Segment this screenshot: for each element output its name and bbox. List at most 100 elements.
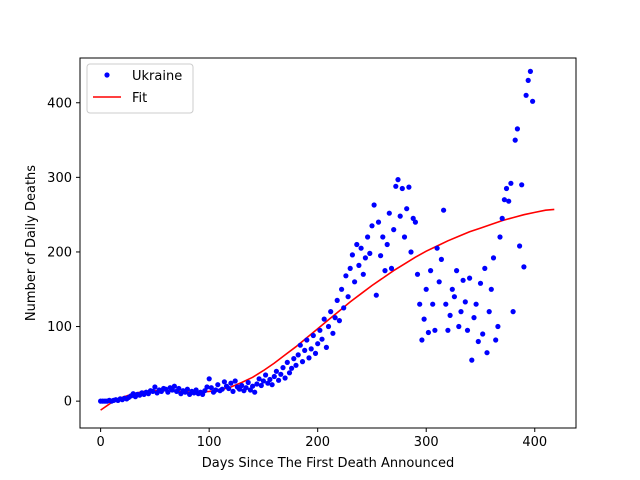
data-point (152, 384, 158, 390)
data-point (367, 250, 373, 256)
y-axis-label: Number of Daily Deaths (24, 165, 39, 321)
y-tick-label: 400 (47, 96, 72, 111)
data-point (421, 316, 427, 322)
data-point (250, 383, 256, 389)
data-point (521, 264, 527, 270)
data-point (282, 375, 288, 381)
data-point (378, 253, 384, 259)
data-point (375, 219, 382, 225)
data-point (315, 341, 321, 347)
data-point (215, 382, 221, 388)
data-point (454, 268, 460, 274)
data-point (354, 241, 360, 248)
data-point (247, 387, 253, 393)
data-point (280, 365, 286, 371)
x-axis-ticks: 0 100 200 300 400 (96, 428, 547, 450)
data-point (499, 215, 505, 221)
data-point (430, 301, 436, 307)
data-point (312, 350, 319, 356)
data-point (330, 330, 336, 336)
data-point (397, 213, 403, 219)
data-point (184, 386, 190, 392)
data-point (484, 350, 490, 356)
data-point (512, 137, 518, 143)
data-point (297, 342, 303, 348)
data-point (469, 357, 475, 363)
y-tick-label: 200 (47, 245, 72, 260)
data-point (256, 376, 262, 382)
data-point (436, 279, 442, 285)
data-point (369, 223, 375, 229)
data-point (165, 389, 171, 395)
data-point (284, 359, 290, 365)
data-point (473, 301, 479, 307)
data-point (395, 177, 401, 183)
data-point (271, 373, 277, 380)
data-point (254, 381, 260, 387)
data-point (462, 299, 468, 305)
data-point (334, 297, 340, 303)
data-point (495, 323, 501, 330)
data-point (384, 241, 390, 248)
x-tick-label: 0 (96, 435, 104, 450)
data-point (458, 309, 464, 315)
data-point (412, 219, 418, 225)
data-point (343, 273, 349, 279)
data-point (299, 359, 306, 365)
data-point (519, 182, 525, 188)
data-point (428, 268, 434, 274)
data-point (371, 202, 377, 208)
y-tick-label: 100 (47, 320, 72, 335)
legend-box (86, 63, 194, 114)
x-tick-label: 100 (197, 435, 222, 450)
data-point (293, 362, 299, 368)
data-point (360, 271, 366, 277)
data-point (273, 368, 279, 374)
x-tick-label: 300 (414, 435, 439, 450)
data-point (404, 206, 410, 212)
data-point (490, 255, 497, 261)
data-point (325, 323, 332, 330)
data-point (304, 337, 310, 343)
data-point (278, 371, 284, 377)
data-point (362, 255, 368, 261)
data-point (319, 336, 325, 342)
data-point (525, 77, 531, 83)
data-point (482, 265, 488, 271)
data-point (471, 315, 477, 321)
x-axis-label: Days Since The First Death Announced (202, 456, 454, 471)
data-point (302, 347, 308, 353)
data-point (228, 380, 234, 386)
data-point (434, 245, 440, 251)
y-axis-ticks: 0 100 200 300 400 (47, 96, 80, 410)
data-point (514, 126, 521, 132)
data-point (226, 385, 232, 392)
data-point (339, 286, 345, 292)
data-point (497, 234, 503, 240)
data-point (286, 370, 293, 376)
data-point (373, 292, 379, 298)
data-point (310, 332, 316, 339)
data-point (414, 271, 421, 277)
data-point (258, 382, 264, 389)
data-point (449, 286, 455, 292)
data-point (208, 385, 214, 391)
data-point (510, 309, 516, 315)
legend-marker-ukraine (104, 72, 110, 78)
data-point (260, 378, 266, 384)
data-point (417, 301, 423, 307)
data-point (239, 382, 245, 389)
data-point (232, 378, 238, 384)
data-point (358, 245, 364, 251)
data-point (386, 210, 392, 216)
data-point (447, 312, 453, 318)
data-point (269, 382, 275, 388)
data-point (486, 309, 492, 315)
legend-label-fit: Fit (132, 91, 147, 106)
data-point (150, 388, 156, 394)
data-point (399, 185, 405, 192)
y-tick-label: 0 (64, 395, 72, 410)
data-point (406, 184, 412, 190)
data-point (171, 383, 177, 389)
